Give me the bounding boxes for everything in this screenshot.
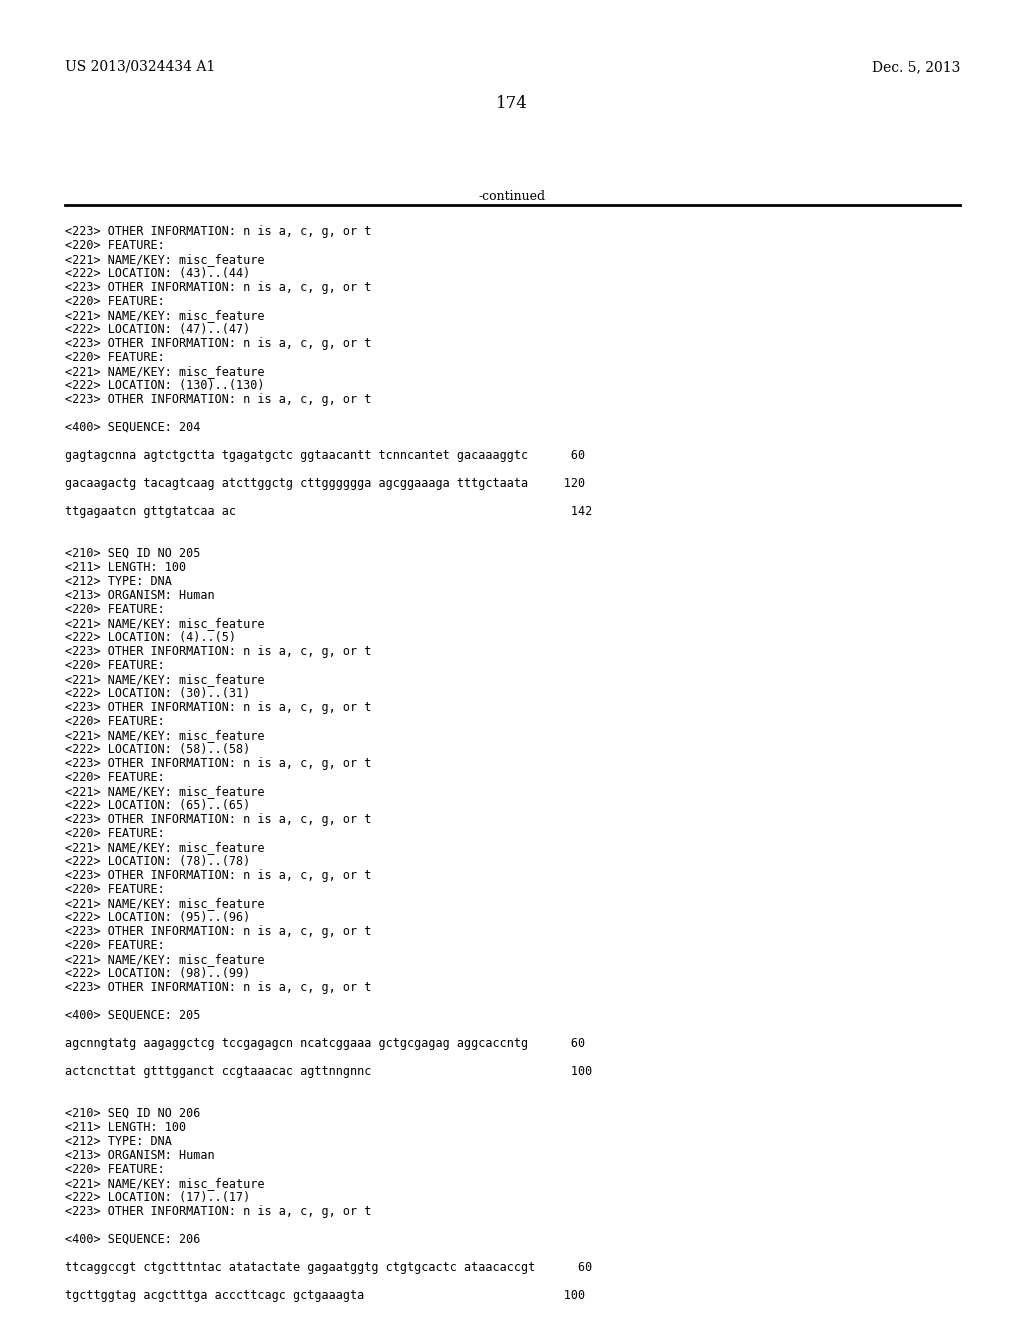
Text: <210> SEQ ID NO 205: <210> SEQ ID NO 205 [65,546,201,560]
Text: <222> LOCATION: (130)..(130): <222> LOCATION: (130)..(130) [65,379,264,392]
Text: gagtagcnna agtctgctta tgagatgctc ggtaacantt tcnncantet gacaaaggtc      60: gagtagcnna agtctgctta tgagatgctc ggtaaca… [65,449,585,462]
Text: <222> LOCATION: (17)..(17): <222> LOCATION: (17)..(17) [65,1191,250,1204]
Text: <222> LOCATION: (98)..(99): <222> LOCATION: (98)..(99) [65,968,250,979]
Text: <220> FEATURE:: <220> FEATURE: [65,659,165,672]
Text: <220> FEATURE:: <220> FEATURE: [65,828,165,840]
Text: <222> LOCATION: (4)..(5): <222> LOCATION: (4)..(5) [65,631,236,644]
Text: <223> OTHER INFORMATION: n is a, c, g, or t: <223> OTHER INFORMATION: n is a, c, g, o… [65,925,372,939]
Text: <221> NAME/KEY: misc_feature: <221> NAME/KEY: misc_feature [65,616,264,630]
Text: <222> LOCATION: (47)..(47): <222> LOCATION: (47)..(47) [65,323,250,337]
Text: <223> OTHER INFORMATION: n is a, c, g, or t: <223> OTHER INFORMATION: n is a, c, g, o… [65,281,372,294]
Text: <222> LOCATION: (30)..(31): <222> LOCATION: (30)..(31) [65,686,250,700]
Text: <221> NAME/KEY: misc_feature: <221> NAME/KEY: misc_feature [65,309,264,322]
Text: <222> LOCATION: (95)..(96): <222> LOCATION: (95)..(96) [65,911,250,924]
Text: <223> OTHER INFORMATION: n is a, c, g, or t: <223> OTHER INFORMATION: n is a, c, g, o… [65,869,372,882]
Text: <400> SEQUENCE: 205: <400> SEQUENCE: 205 [65,1008,201,1022]
Text: <221> NAME/KEY: misc_feature: <221> NAME/KEY: misc_feature [65,785,264,799]
Text: <211> LENGTH: 100: <211> LENGTH: 100 [65,1121,186,1134]
Text: 174: 174 [496,95,528,112]
Text: <213> ORGANISM: Human: <213> ORGANISM: Human [65,1148,215,1162]
Text: <223> OTHER INFORMATION: n is a, c, g, or t: <223> OTHER INFORMATION: n is a, c, g, o… [65,701,372,714]
Text: US 2013/0324434 A1: US 2013/0324434 A1 [65,59,215,74]
Text: <223> OTHER INFORMATION: n is a, c, g, or t: <223> OTHER INFORMATION: n is a, c, g, o… [65,393,372,407]
Text: <213> ORGANISM: Human: <213> ORGANISM: Human [65,589,215,602]
Text: <223> OTHER INFORMATION: n is a, c, g, or t: <223> OTHER INFORMATION: n is a, c, g, o… [65,224,372,238]
Text: <223> OTHER INFORMATION: n is a, c, g, or t: <223> OTHER INFORMATION: n is a, c, g, o… [65,813,372,826]
Text: <220> FEATURE:: <220> FEATURE: [65,351,165,364]
Text: Dec. 5, 2013: Dec. 5, 2013 [871,59,961,74]
Text: <221> NAME/KEY: misc_feature: <221> NAME/KEY: misc_feature [65,1177,264,1191]
Text: <220> FEATURE:: <220> FEATURE: [65,1163,165,1176]
Text: <222> LOCATION: (58)..(58): <222> LOCATION: (58)..(58) [65,743,250,756]
Text: ttgagaatcn gttgtatcaa ac                                               142: ttgagaatcn gttgtatcaa ac 142 [65,506,592,517]
Text: <220> FEATURE:: <220> FEATURE: [65,883,165,896]
Text: <400> SEQUENCE: 206: <400> SEQUENCE: 206 [65,1233,201,1246]
Text: <220> FEATURE:: <220> FEATURE: [65,939,165,952]
Text: <223> OTHER INFORMATION: n is a, c, g, or t: <223> OTHER INFORMATION: n is a, c, g, o… [65,337,372,350]
Text: <222> LOCATION: (65)..(65): <222> LOCATION: (65)..(65) [65,799,250,812]
Text: <223> OTHER INFORMATION: n is a, c, g, or t: <223> OTHER INFORMATION: n is a, c, g, o… [65,645,372,657]
Text: <400> SEQUENCE: 204: <400> SEQUENCE: 204 [65,421,201,434]
Text: <212> TYPE: DNA: <212> TYPE: DNA [65,1135,172,1148]
Text: <221> NAME/KEY: misc_feature: <221> NAME/KEY: misc_feature [65,366,264,378]
Text: <222> LOCATION: (78)..(78): <222> LOCATION: (78)..(78) [65,855,250,869]
Text: <221> NAME/KEY: misc_feature: <221> NAME/KEY: misc_feature [65,953,264,966]
Text: -continued: -continued [478,190,546,203]
Text: <221> NAME/KEY: misc_feature: <221> NAME/KEY: misc_feature [65,841,264,854]
Text: <223> OTHER INFORMATION: n is a, c, g, or t: <223> OTHER INFORMATION: n is a, c, g, o… [65,1205,372,1218]
Text: <221> NAME/KEY: misc_feature: <221> NAME/KEY: misc_feature [65,253,264,267]
Text: ttcaggccgt ctgctttntac atatactate gagaatggtg ctgtgcactc ataacaccgt      60: ttcaggccgt ctgctttntac atatactate gagaat… [65,1261,592,1274]
Text: <210> SEQ ID NO 206: <210> SEQ ID NO 206 [65,1107,201,1119]
Text: <211> LENGTH: 100: <211> LENGTH: 100 [65,561,186,574]
Text: tgcttggtag acgctttga acccttcagc gctgaaagta                            100: tgcttggtag acgctttga acccttcagc gctgaaag… [65,1290,585,1302]
Text: <220> FEATURE:: <220> FEATURE: [65,715,165,729]
Text: actcncttat gtttgganct ccgtaaacac agttnngnnc                            100: actcncttat gtttgganct ccgtaaacac agttnng… [65,1065,592,1078]
Text: <212> TYPE: DNA: <212> TYPE: DNA [65,576,172,587]
Text: <223> OTHER INFORMATION: n is a, c, g, or t: <223> OTHER INFORMATION: n is a, c, g, o… [65,756,372,770]
Text: <220> FEATURE:: <220> FEATURE: [65,771,165,784]
Text: <221> NAME/KEY: misc_feature: <221> NAME/KEY: misc_feature [65,673,264,686]
Text: agcnngtatg aagaggctcg tccgagagcn ncatcggaaa gctgcgagag aggcaccntg      60: agcnngtatg aagaggctcg tccgagagcn ncatcgg… [65,1038,585,1049]
Text: <220> FEATURE:: <220> FEATURE: [65,603,165,616]
Text: <223> OTHER INFORMATION: n is a, c, g, or t: <223> OTHER INFORMATION: n is a, c, g, o… [65,981,372,994]
Text: <221> NAME/KEY: misc_feature: <221> NAME/KEY: misc_feature [65,898,264,909]
Text: gacaagactg tacagtcaag atcttggctg cttgggggga agcggaaaga tttgctaata     120: gacaagactg tacagtcaag atcttggctg cttgggg… [65,477,585,490]
Text: <220> FEATURE:: <220> FEATURE: [65,239,165,252]
Text: <221> NAME/KEY: misc_feature: <221> NAME/KEY: misc_feature [65,729,264,742]
Text: <222> LOCATION: (43)..(44): <222> LOCATION: (43)..(44) [65,267,250,280]
Text: <220> FEATURE:: <220> FEATURE: [65,294,165,308]
